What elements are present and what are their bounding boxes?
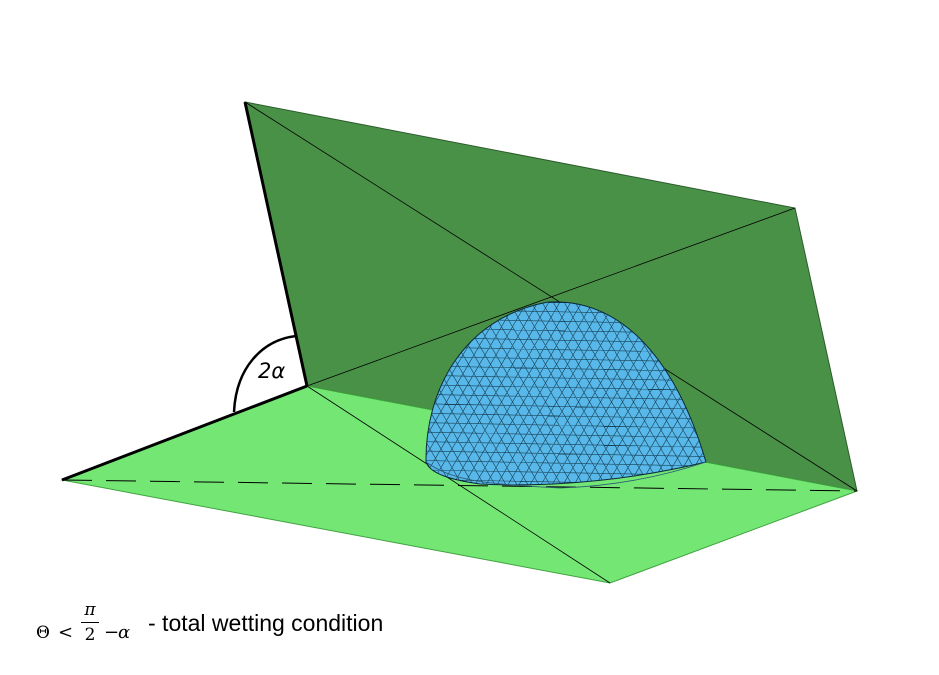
caption-less-than: < [58,622,74,643]
droplet-mesh [425,301,706,485]
lower-plane-edge [61,384,308,482]
upper-plane-diagonal-2 [306,207,796,387]
mesh-lines [425,301,706,485]
fraction-bar [81,622,99,623]
caption-alpha: α [118,622,131,643]
caption-pi: π [84,600,96,620]
caption: Θ < π 2 − α - total wetting condition [36,600,456,656]
caption-fraction: π 2 [80,600,100,645]
upper-plane-diagonal-1 [244,101,858,492]
angle-label: 2α [258,359,285,383]
caption-two: 2 [84,625,96,645]
droplet-contact-line [425,461,707,489]
droplet-outline [425,301,707,486]
caption-minus: − [104,622,120,643]
lower-plane-diagonal [306,385,611,584]
caption-text: - total wetting condition [148,610,384,636]
droplet-body [425,301,706,485]
droplet [425,301,707,489]
upper-plane-edge [243,101,309,387]
angle-arc-icon [232,334,297,413]
caption-theta: Θ [36,623,50,643]
dashed-axis-line [61,479,858,492]
